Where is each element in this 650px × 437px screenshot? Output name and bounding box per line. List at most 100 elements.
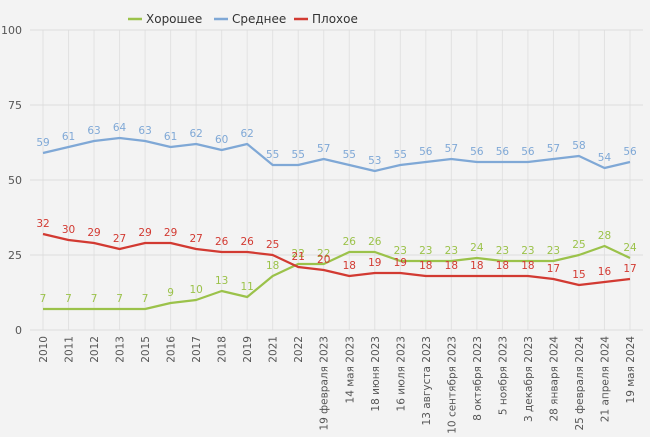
- data-label: 58: [572, 140, 585, 152]
- x-tick-label: 2019: [242, 336, 254, 363]
- data-label: 29: [138, 227, 151, 239]
- x-tick-label: 21 апреля 2024: [599, 336, 611, 423]
- data-label: 29: [87, 227, 100, 239]
- data-label: 57: [317, 143, 330, 155]
- data-label: 27: [113, 233, 126, 245]
- x-tick-label: 2011: [64, 336, 76, 363]
- x-tick-label: 13 августа 2023: [421, 336, 433, 425]
- data-label: 18: [419, 260, 432, 272]
- data-label: 23: [496, 245, 509, 257]
- x-tick-label: 5 ноября 2023: [497, 336, 509, 415]
- data-label: 32: [36, 218, 49, 230]
- data-label: 64: [113, 122, 127, 134]
- x-tick-label: 2016: [166, 336, 178, 363]
- data-label: 21: [292, 251, 305, 263]
- data-label: 18: [266, 260, 279, 272]
- data-label: 22: [317, 248, 330, 260]
- x-tick-label: 2022: [293, 336, 305, 363]
- x-tick-label: 2017: [191, 336, 203, 363]
- data-label: 55: [266, 149, 279, 161]
- data-label: 9: [167, 287, 174, 299]
- data-label: 7: [40, 293, 47, 305]
- x-tick-label: 2013: [115, 336, 127, 363]
- data-label: 24: [623, 242, 637, 254]
- data-label: 19: [394, 257, 407, 269]
- grid: [30, 29, 643, 331]
- data-label: 56: [419, 146, 433, 158]
- data-label: 62: [240, 128, 253, 140]
- x-tick-label: 2021: [268, 336, 280, 363]
- x-tick-label: 2015: [140, 336, 152, 363]
- data-labels: 7 7 7 7 7 9 10 13 11 18 22 22 26 26 23 23 23 24 23 23 23 25 28…: [36, 122, 637, 305]
- y-tick-label: 25: [8, 249, 22, 262]
- data-label: 26: [343, 236, 357, 248]
- data-label: 55: [343, 149, 356, 161]
- y-tick-label: 0: [15, 324, 22, 337]
- data-label: 63: [138, 125, 151, 137]
- data-label: 18: [521, 260, 534, 272]
- x-tick-label: 18 июня 2023: [370, 336, 382, 412]
- data-label: 13: [215, 275, 228, 287]
- data-label: 26: [240, 236, 254, 248]
- x-tick-label: 25 февраля 2024: [574, 336, 586, 431]
- data-label: 18: [496, 260, 509, 272]
- series-lines: [42, 136, 631, 311]
- data-label: 20: [317, 254, 330, 266]
- data-label: 29: [164, 227, 177, 239]
- data-label: 56: [521, 146, 535, 158]
- x-tick-label: 14 мая 2023: [344, 336, 356, 403]
- data-label: 55: [292, 149, 305, 161]
- data-label: 57: [445, 143, 458, 155]
- x-tick-label: 8 октября 2023: [472, 336, 484, 421]
- data-label: 15: [572, 269, 585, 281]
- data-label: 16: [598, 266, 612, 278]
- data-label: 56: [496, 146, 510, 158]
- legend-label: Плохое: [312, 12, 358, 26]
- data-label: 23: [419, 245, 432, 257]
- series-line-Среднее: [42, 136, 631, 173]
- x-tick-label: 2010: [38, 336, 50, 363]
- data-label: 61: [164, 131, 177, 143]
- x-tick-label: 19 мая 2024: [625, 336, 637, 404]
- x-tick-label: 3 декабря 2023: [523, 336, 535, 422]
- data-label: 23: [547, 245, 560, 257]
- legend-label: Среднее: [232, 12, 286, 26]
- data-label: 17: [623, 263, 636, 275]
- data-label: 57: [547, 143, 560, 155]
- data-label: 25: [266, 239, 279, 251]
- x-tick-label: 28 января 2024: [548, 336, 560, 422]
- data-label: 54: [598, 152, 612, 164]
- data-label: 56: [623, 146, 637, 158]
- data-label: 11: [240, 281, 253, 293]
- x-tick-label: 16 июля 2023: [395, 336, 407, 411]
- legend-item[interactable]: Хорошее: [128, 12, 202, 26]
- data-label: 28: [598, 230, 611, 242]
- data-label: 7: [116, 293, 123, 305]
- legend-item[interactable]: Среднее: [214, 12, 286, 26]
- y-tick-label: 75: [8, 99, 22, 112]
- data-label: 56: [470, 146, 484, 158]
- data-label: 61: [62, 131, 75, 143]
- data-label: 53: [368, 155, 381, 167]
- data-label: 26: [215, 236, 229, 248]
- x-tick-label: 2018: [217, 336, 229, 363]
- x-tick-label: 19 февраля 2023: [319, 336, 331, 431]
- data-label: 18: [445, 260, 458, 272]
- data-label: 7: [91, 293, 98, 305]
- data-label: 23: [394, 245, 407, 257]
- series-line-Хорошее: [43, 244, 631, 311]
- data-label: 18: [470, 260, 483, 272]
- data-label: 59: [36, 137, 49, 149]
- data-label: 23: [445, 245, 458, 257]
- data-label: 26: [368, 236, 382, 248]
- x-tick-label: 10 сентября 2023: [446, 336, 458, 434]
- legend-item[interactable]: Плохое: [294, 12, 358, 26]
- data-label: 22: [292, 248, 305, 260]
- data-label: 24: [470, 242, 484, 254]
- data-label: 55: [394, 149, 407, 161]
- data-label: 7: [142, 293, 149, 305]
- data-label: 23: [521, 245, 534, 257]
- data-label: 10: [189, 284, 202, 296]
- legend: Хорошее Среднее Плохое: [128, 12, 358, 26]
